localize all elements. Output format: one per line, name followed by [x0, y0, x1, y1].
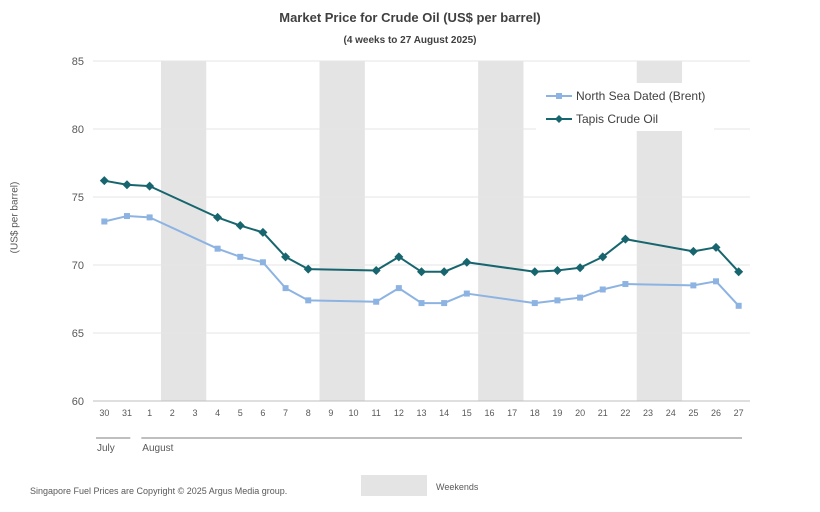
- data-point-diamond: [530, 267, 540, 277]
- chart-title: Market Price for Crude Oil (US$ per barr…: [279, 10, 541, 25]
- legend-marker: [556, 93, 562, 99]
- y-tick-label: 65: [72, 328, 84, 340]
- x-tick-label: 14: [439, 408, 449, 418]
- x-tick-label: 8: [306, 408, 311, 418]
- x-tick-label: 11: [372, 408, 381, 418]
- x-tick-label: 15: [462, 408, 472, 418]
- data-point-diamond: [575, 263, 585, 273]
- x-tick-label: 1: [147, 408, 152, 418]
- copyright-note: Singapore Fuel Prices are Copyright © 20…: [30, 486, 288, 496]
- legend-marker: [555, 115, 563, 123]
- data-point-diamond: [213, 212, 223, 222]
- data-point-square: [622, 281, 629, 288]
- x-tick-label: 6: [260, 408, 265, 418]
- data-point-square: [554, 297, 561, 304]
- x-tick-label: 18: [530, 408, 540, 418]
- x-tick-label: 12: [394, 408, 404, 418]
- x-tick-label: 31: [122, 408, 132, 418]
- x-tick-label: 16: [484, 408, 494, 418]
- y-tick-label: 80: [72, 124, 84, 136]
- y-tick-label: 70: [72, 260, 84, 272]
- data-point-diamond: [145, 181, 155, 191]
- x-tick-label: 19: [552, 408, 562, 418]
- x-tick-label: 27: [734, 408, 744, 418]
- y-tick-label: 85: [72, 56, 84, 68]
- data-point-diamond: [462, 257, 472, 267]
- data-point-diamond: [734, 267, 744, 277]
- data-point-diamond: [235, 221, 245, 231]
- data-point-diamond: [258, 227, 268, 237]
- x-tick-label: 2: [170, 408, 175, 418]
- x-tick-label: 13: [416, 408, 426, 418]
- x-tick-label: 25: [688, 408, 698, 418]
- data-point-square: [259, 259, 266, 266]
- data-point-diamond: [439, 267, 449, 277]
- legend-label: Tapis Crude Oil: [576, 112, 658, 126]
- x-tick-label: 21: [598, 408, 608, 418]
- data-point-square: [237, 253, 244, 260]
- data-point-diamond: [122, 180, 132, 190]
- x-tick-label: 22: [620, 408, 630, 418]
- data-point-square: [282, 285, 289, 292]
- data-point-square: [146, 214, 153, 221]
- month-label-august: August: [142, 443, 174, 454]
- x-tick-label: 5: [238, 408, 243, 418]
- data-point-diamond: [711, 242, 721, 252]
- x-tick-label: 10: [349, 408, 359, 418]
- data-point-diamond: [99, 176, 109, 186]
- x-tick-label: 4: [215, 408, 220, 418]
- data-point-square: [395, 285, 402, 292]
- data-point-square: [690, 282, 697, 289]
- x-tick-label: 30: [99, 408, 109, 418]
- data-point-square: [305, 297, 312, 304]
- data-point-diamond: [303, 264, 313, 274]
- data-point-square: [214, 245, 221, 252]
- data-point-diamond: [688, 246, 698, 256]
- x-tick-label: 23: [643, 408, 653, 418]
- data-point-square: [418, 300, 425, 307]
- weekend-band: [478, 61, 524, 401]
- weekend-legend-label: Weekends: [436, 482, 479, 492]
- data-point-diamond: [598, 252, 608, 262]
- x-tick-label: 17: [507, 408, 517, 418]
- data-point-square: [123, 213, 130, 220]
- chart-subtitle: (4 weeks to 27 August 2025): [343, 35, 477, 46]
- x-tick-label: 7: [283, 408, 288, 418]
- x-tick-label: 24: [666, 408, 676, 418]
- weekend-band: [319, 61, 365, 401]
- data-point-diamond: [394, 252, 404, 262]
- data-point-diamond: [281, 252, 291, 262]
- data-point-diamond: [371, 265, 381, 275]
- data-point-square: [373, 298, 380, 305]
- data-point-diamond: [552, 265, 562, 275]
- weekend-band: [160, 61, 207, 401]
- weekend-legend-swatch: [361, 475, 427, 496]
- y-tick-label: 60: [72, 396, 84, 408]
- data-point-diamond: [620, 234, 630, 244]
- data-point-square: [735, 302, 742, 309]
- x-tick-label: 26: [711, 408, 721, 418]
- data-point-square: [713, 278, 720, 285]
- x-tick-label: 20: [575, 408, 585, 418]
- x-tick-label: 9: [328, 408, 333, 418]
- data-point-square: [531, 300, 538, 307]
- data-point-square: [441, 300, 448, 307]
- legend-box: [536, 83, 714, 131]
- data-point-square: [577, 294, 584, 301]
- data-point-square: [463, 290, 470, 297]
- legend-label: North Sea Dated (Brent): [576, 89, 705, 103]
- month-label-july: July: [97, 443, 115, 454]
- x-tick-label: 3: [192, 408, 197, 418]
- data-point-diamond: [417, 267, 426, 277]
- data-point-square: [101, 218, 108, 225]
- data-point-square: [599, 286, 606, 293]
- y-tick-label: 75: [72, 192, 84, 204]
